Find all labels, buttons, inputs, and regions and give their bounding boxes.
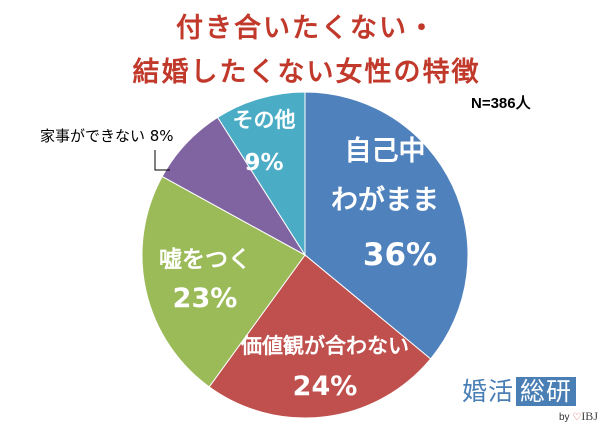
slice-value-label-0: 36% [363,237,437,273]
pie-slice-0 [304,91,469,360]
slice-value-label-4: 9% [244,150,283,176]
brand-logo: 婚活 総研 [462,372,577,408]
brand-by-text: by [559,412,570,423]
chart-title-line-1: 付き合いたくない・ [176,13,437,44]
heart-icon: ♡ [572,412,582,423]
slice-label-2-0: 嘘をつく [159,247,251,273]
chart-title-line-2: 結婚したくない女性の特徴 [132,57,481,88]
slice-label-0-0: 自己中 [345,135,426,167]
slice-label-4-0: その他 [233,108,296,132]
slice-value-label-1: 24% [293,371,358,402]
slice-label-0-1: わがまま [331,184,439,216]
brand-name: 婚活 [462,377,515,406]
pie-slice-1 [208,254,432,419]
slice-value-label-2: 23% [173,283,238,314]
pie-slice-2 [141,175,306,388]
brand-company: IBJ [581,409,598,423]
brand-byline: by ♡IBJ [559,409,598,424]
pie-slice-4 [216,91,306,257]
slice-label-3-0: 家事ができない 8% [40,127,174,145]
brand-name-boxed: 総研 [516,377,577,406]
sample-size-label: N=386人 [471,95,531,112]
slice-label-1-0: 価値観が合わない [240,334,409,358]
leader-line-3 [154,150,170,171]
